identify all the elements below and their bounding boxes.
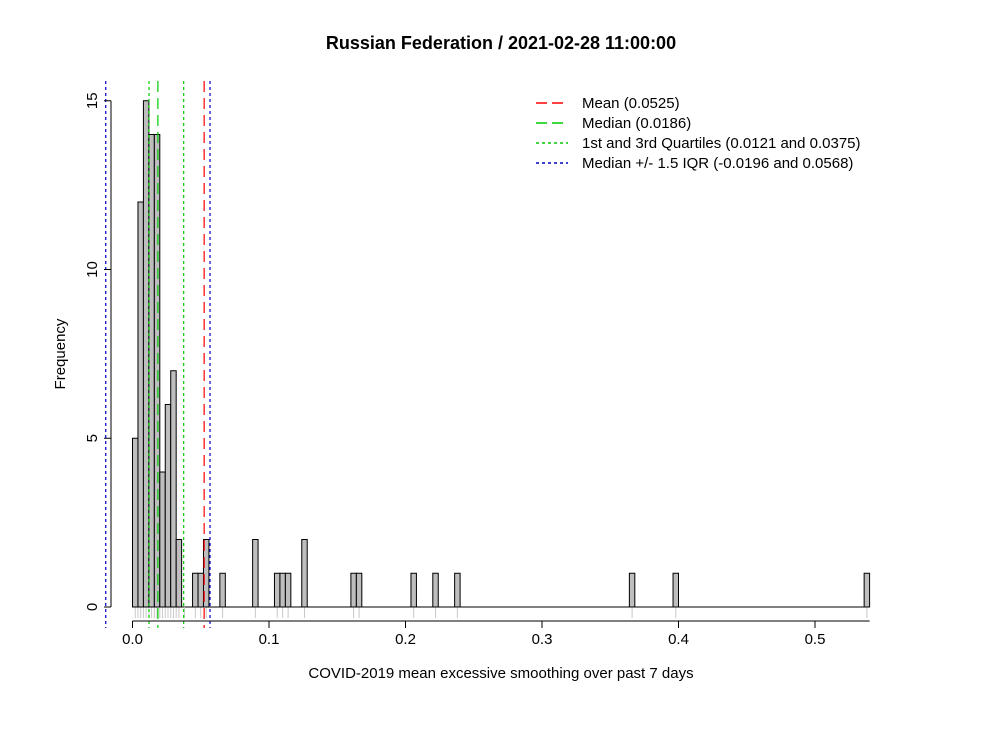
histogram-bar-7 (170, 370, 177, 608)
y-tick-label-0: 0 (84, 603, 101, 611)
x-tick-label-1: 0.1 (259, 631, 280, 648)
histogram-bar-23 (628, 572, 636, 608)
histogram-bar-12 (219, 572, 226, 608)
histogram-bar-6 (164, 404, 172, 608)
histogram-bar-16 (284, 572, 292, 608)
x-tick-label-4: 0.4 (668, 631, 689, 648)
legend-label-0: Mean (0.0525) (582, 95, 680, 112)
y-tick-label-3: 15 (84, 92, 101, 109)
histogram-bar-3 (148, 134, 155, 608)
histogram-bar-9 (192, 572, 199, 608)
histogram-bar-8 (175, 539, 183, 608)
y-tick-label-1: 5 (84, 434, 101, 442)
x-tick-label-5: 0.5 (805, 631, 826, 648)
y-axis-label: Frequency (52, 318, 69, 389)
histogram-bar-15 (279, 572, 286, 608)
histogram-bar-11 (202, 539, 210, 608)
x-tick-label-3: 0.3 (532, 631, 553, 648)
plot-area: 0 5 10 15 0.0 0.1 0.2 0.3 0.4 0.5 (84, 81, 871, 648)
legend: Mean (0.0525) Median (0.0186) 1st and 3rd … (536, 95, 861, 172)
histogram-bar-25 (863, 572, 871, 608)
legend-label-3: Median +/- 1.5 IQR (-0.0196 and 0.0568) (582, 155, 853, 172)
histogram-bar-19 (355, 572, 363, 608)
x-axis-label: COVID-2019 mean excessive smoothing over… (308, 665, 693, 682)
x-tick-label-2: 0.2 (395, 631, 416, 648)
histogram-bar-18 (350, 572, 357, 608)
histogram-bar-10 (197, 572, 204, 608)
histogram-bar-1 (137, 201, 144, 608)
histogram-bar-24 (672, 572, 679, 608)
histogram-bar-2 (142, 100, 150, 608)
histogram-bar-4 (153, 134, 161, 608)
histogram-bar-20 (410, 572, 417, 608)
histogram-bar-5 (159, 471, 166, 608)
x-tick-label-0: 0.0 (122, 631, 143, 648)
legend-label-1: Median (0.0186) (582, 115, 691, 132)
histogram-bar-22 (454, 572, 461, 608)
histogram-bar-14 (273, 572, 281, 608)
y-tick-label-2: 10 (84, 261, 101, 278)
chart-title: Russian Federation / 2021-02-28 11:00:00 (326, 33, 676, 53)
histogram-bar-0 (132, 437, 139, 608)
histogram-bar-13 (252, 539, 259, 608)
histogram-bar-17 (301, 539, 308, 608)
legend-label-2: 1st and 3rd Quartiles (0.0121 and 0.0375… (582, 135, 861, 152)
histogram-bar-21 (432, 572, 439, 608)
